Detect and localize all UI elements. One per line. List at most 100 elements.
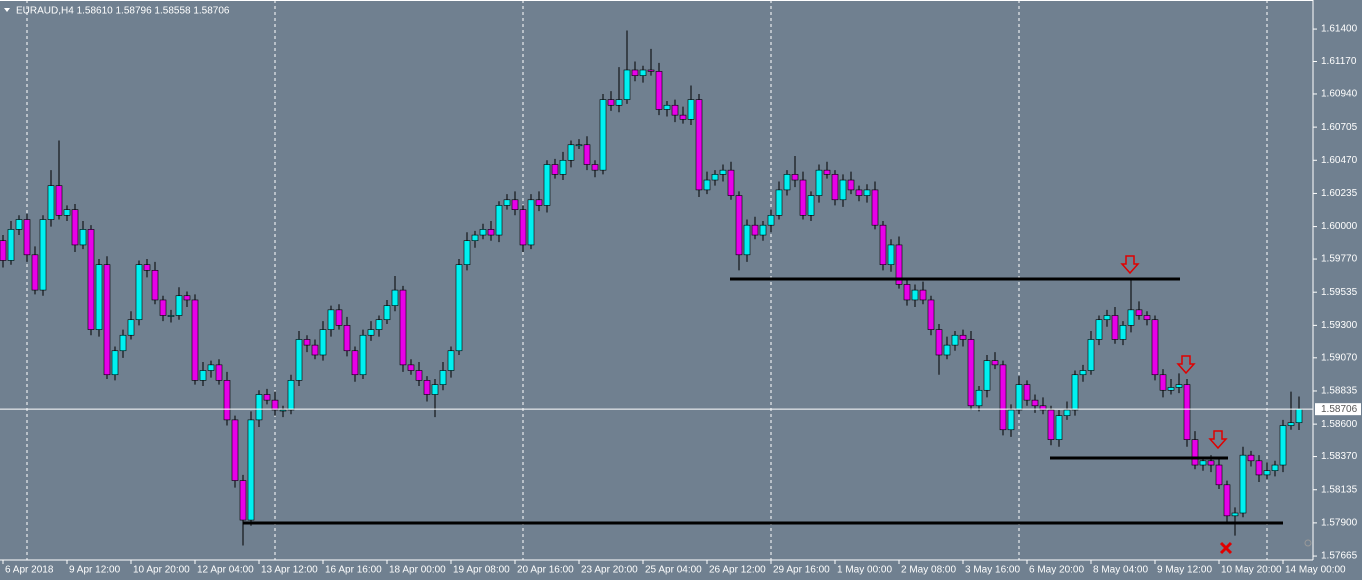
candle-body xyxy=(439,370,447,385)
candle-body xyxy=(1143,315,1151,321)
candle-body xyxy=(351,350,359,376)
candle-body xyxy=(151,270,159,301)
candle-body xyxy=(783,174,791,191)
candles xyxy=(0,30,1303,546)
candle-body xyxy=(1023,384,1031,401)
candle-body xyxy=(407,364,415,371)
x-tick-label: 23 Apr 20:00 xyxy=(581,565,638,576)
candle-body xyxy=(1295,408,1303,424)
candle-body xyxy=(415,370,423,381)
x-tick-label: 6 May 20:00 xyxy=(1029,565,1084,576)
y-tick-label: 1.60940 xyxy=(1321,89,1358,100)
candle-body xyxy=(631,69,639,76)
candle-body xyxy=(1015,384,1023,411)
candle-body xyxy=(1095,319,1103,340)
bid-label-box xyxy=(1315,403,1361,416)
candle-body xyxy=(391,289,399,306)
candle-body xyxy=(1207,460,1215,466)
candle-body xyxy=(159,299,167,316)
candle-body xyxy=(199,370,207,381)
y-tick-label: 1.59300 xyxy=(1321,320,1358,331)
candle-body xyxy=(399,289,407,366)
y-tick-label: 1.61400 xyxy=(1321,24,1358,35)
candle-body xyxy=(807,195,815,216)
candle-body xyxy=(359,334,367,376)
candle-body xyxy=(1055,415,1063,440)
y-tick-label: 1.58600 xyxy=(1321,419,1358,430)
candle-body xyxy=(1183,384,1191,440)
candle-body xyxy=(1167,387,1175,391)
candle-body xyxy=(55,185,63,216)
candle-body xyxy=(623,69,631,100)
candle-body xyxy=(7,229,15,261)
candle-body xyxy=(687,99,695,120)
candle-body xyxy=(935,329,943,356)
candle-body xyxy=(895,244,903,285)
candle-body xyxy=(591,164,599,171)
x-tick-label: 9 Apr 12:00 xyxy=(69,565,121,576)
candle-body xyxy=(607,99,615,106)
candle-body xyxy=(111,350,119,376)
y-tick-label: 1.58835 xyxy=(1321,386,1358,397)
candle-body xyxy=(223,380,231,421)
candle-body xyxy=(87,229,95,330)
candle-body xyxy=(1151,319,1159,376)
candle-body xyxy=(1199,460,1207,466)
candle-body xyxy=(311,344,319,356)
y-tick-label: 1.57665 xyxy=(1321,551,1358,562)
candle-body xyxy=(791,174,799,181)
candle-body xyxy=(63,209,71,216)
candle-body xyxy=(191,299,199,381)
x-tick-label: 10 May 20:00 xyxy=(1221,565,1282,576)
candle-body xyxy=(103,264,111,376)
y-tick-label: 1.59770 xyxy=(1321,254,1358,265)
candle-body xyxy=(815,169,823,196)
candle-body xyxy=(679,114,687,120)
candle-body xyxy=(503,199,511,206)
x-tick-label: 14 May 00:00 xyxy=(1285,565,1346,576)
candle-body xyxy=(15,219,23,230)
candle-body xyxy=(695,99,703,191)
candle-body xyxy=(95,264,103,330)
candle-body xyxy=(1047,409,1055,440)
candle-body xyxy=(487,229,495,236)
candle-body xyxy=(287,380,295,411)
candle-body xyxy=(615,99,623,106)
candle-body xyxy=(711,174,719,181)
candle-body xyxy=(135,264,143,321)
candle-body xyxy=(703,179,711,191)
candle-body xyxy=(367,329,375,336)
bid-label: 1.58706 xyxy=(1321,404,1358,415)
candle-body xyxy=(1231,512,1239,517)
candle-body xyxy=(215,364,223,381)
candle-body xyxy=(975,389,983,407)
candle-body xyxy=(495,205,503,236)
candle-body xyxy=(871,189,879,226)
candle-body xyxy=(39,219,47,291)
candle-body xyxy=(295,339,303,381)
candle-body xyxy=(863,189,871,196)
candle-body xyxy=(751,224,759,236)
candle-body xyxy=(959,334,967,340)
candle-body xyxy=(727,169,735,196)
candle-body xyxy=(799,179,807,216)
candle-body xyxy=(303,339,311,346)
x-tick-label: 9 May 12:00 xyxy=(1157,565,1212,576)
candle-body xyxy=(887,244,895,265)
candle-body xyxy=(231,419,239,481)
close-marker xyxy=(1219,541,1233,555)
down-arrow xyxy=(1120,255,1140,275)
y-tick-label: 1.58370 xyxy=(1321,451,1358,462)
candle-body xyxy=(911,289,919,301)
x-tick-label: 1 May 00:00 xyxy=(837,565,892,576)
candle-body xyxy=(471,234,479,242)
candle-body xyxy=(759,224,767,236)
y-tick-label: 1.58135 xyxy=(1321,484,1358,495)
candle-body xyxy=(23,219,31,256)
menu-triangle[interactable] xyxy=(4,8,10,12)
candle-body xyxy=(1071,374,1079,411)
candle-body xyxy=(239,480,247,521)
candle-body xyxy=(927,299,935,330)
